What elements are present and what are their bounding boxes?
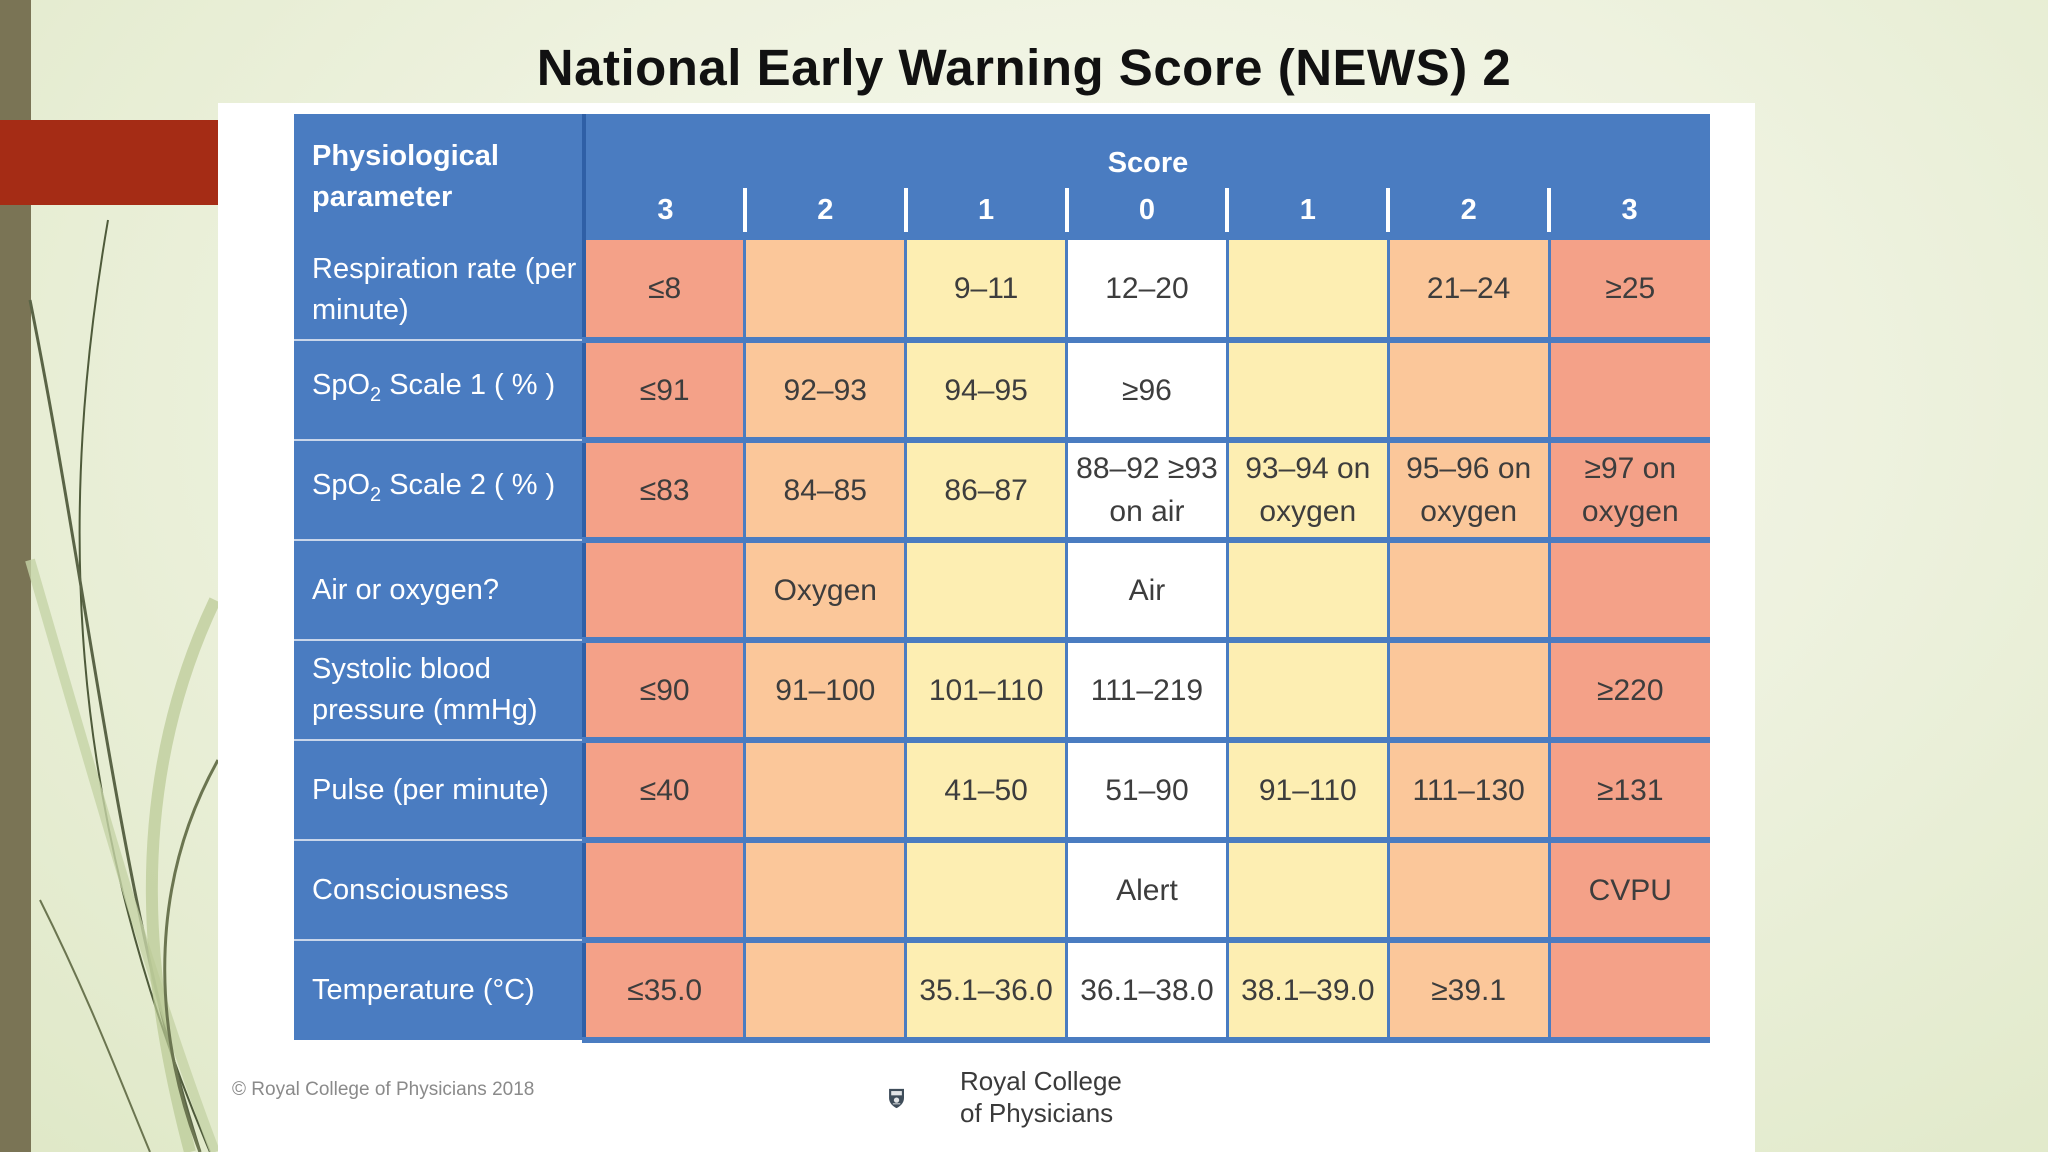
logo-line1: Royal College bbox=[960, 1066, 1122, 1096]
table-cell: 94–95 bbox=[904, 340, 1067, 443]
param-header: Physiological parameter bbox=[294, 114, 586, 240]
table-row: Systolic blood pressure (mmHg) ≤90 91–10… bbox=[294, 640, 1710, 743]
table-cell bbox=[743, 940, 906, 1043]
table-row: Consciousness Alert CVPU bbox=[294, 840, 1710, 943]
score-col-header: 3 bbox=[1547, 180, 1710, 240]
table-cell: ≤90 bbox=[582, 640, 745, 743]
param-air-oxygen: Air or oxygen? bbox=[294, 540, 586, 641]
table-cell: 91–100 bbox=[743, 640, 906, 743]
table-cell: 12–20 bbox=[1065, 240, 1228, 343]
param-spo2-scale1: SpO2 Scale 1 ( % ) bbox=[294, 340, 586, 441]
table-cell: 92–93 bbox=[743, 340, 906, 443]
table-cell: Air bbox=[1065, 540, 1228, 643]
table-cell bbox=[1547, 340, 1710, 443]
table-row: SpO2 Scale 2 ( % ) ≤83 84–85 86–87 88–92… bbox=[294, 440, 1710, 543]
table-cell: ≥25 bbox=[1547, 240, 1710, 343]
param-text: Scale 1 ( % ) bbox=[381, 368, 556, 401]
decorative-swooshes bbox=[25, 219, 221, 1152]
news-chart-panel: Physiological parameter Score 3 2 1 0 1 … bbox=[218, 103, 1755, 1152]
param-text: SpO bbox=[312, 368, 371, 401]
red-accent-block bbox=[0, 120, 218, 205]
table-cell bbox=[1386, 540, 1550, 643]
table-cell bbox=[1225, 540, 1389, 643]
param-pulse: Pulse (per minute) bbox=[294, 740, 586, 841]
table-cell: 101–110 bbox=[904, 640, 1067, 743]
table-cell: 41–50 bbox=[904, 740, 1067, 843]
table-cell: ≤40 bbox=[582, 740, 745, 843]
table-cell bbox=[582, 540, 745, 643]
table-cell: 95–96 on oxygen bbox=[1386, 440, 1550, 543]
table-cell bbox=[743, 840, 906, 943]
table-cell: 9–11 bbox=[904, 240, 1067, 343]
param-respiration: Respiration rate (per minute) bbox=[294, 240, 586, 341]
table-cell bbox=[1386, 840, 1550, 943]
table-cell: CVPU bbox=[1547, 840, 1710, 943]
table-cell bbox=[904, 540, 1067, 643]
table-cell: 91–110 bbox=[1225, 740, 1389, 843]
table-cell: 88–92 ≥93 on air bbox=[1065, 440, 1228, 543]
table-cell: Oxygen bbox=[743, 540, 906, 643]
table-cell: 111–130 bbox=[1386, 740, 1550, 843]
table-cell: 93–94 on oxygen bbox=[1225, 440, 1389, 543]
table-cell: Alert bbox=[1065, 840, 1228, 943]
table-cell: ≤8 bbox=[582, 240, 745, 343]
table-cell: 51–90 bbox=[1065, 740, 1228, 843]
table-cell: ≥131 bbox=[1547, 740, 1710, 843]
table-cell bbox=[1547, 940, 1710, 1043]
table-cell bbox=[1547, 540, 1710, 643]
table-cell bbox=[1225, 240, 1389, 343]
table-cell: ≤91 bbox=[582, 340, 745, 443]
score-col-header: 2 bbox=[742, 180, 906, 240]
table-row: Temperature (°C) ≤35.0 35.1–36.0 36.1–38… bbox=[294, 940, 1710, 1043]
table-cell: 111–219 bbox=[1065, 640, 1228, 743]
param-systolic-bp: Systolic blood pressure (mmHg) bbox=[294, 640, 586, 741]
table-cell: ≤35.0 bbox=[582, 940, 745, 1043]
score-col-header: 3 bbox=[584, 180, 745, 240]
table-cell: ≥97 on oxygen bbox=[1547, 440, 1710, 543]
table-cell: 86–87 bbox=[904, 440, 1067, 543]
table-cell: 38.1–39.0 bbox=[1225, 940, 1389, 1043]
score-header: Score bbox=[584, 114, 1710, 180]
table-cell bbox=[1225, 640, 1389, 743]
param-consciousness: Consciousness bbox=[294, 840, 586, 941]
header-row-values: 3 2 1 0 1 2 3 bbox=[294, 180, 1710, 240]
table-row: Respiration rate (per minute) ≤8 9–11 12… bbox=[294, 240, 1710, 343]
news2-table: Physiological parameter Score 3 2 1 0 1 … bbox=[294, 114, 1710, 1043]
table-cell bbox=[1386, 640, 1550, 743]
table-row: Pulse (per minute) ≤40 41–50 51–90 91–11… bbox=[294, 740, 1710, 843]
table-row: SpO2 Scale 1 ( % ) ≤91 92–93 94–95 ≥96 bbox=[294, 340, 1710, 443]
table-cell: ≤83 bbox=[582, 440, 745, 543]
table-cell: 84–85 bbox=[743, 440, 906, 543]
table-cell: 35.1–36.0 bbox=[904, 940, 1067, 1043]
header-row-score: Physiological parameter Score bbox=[294, 114, 1710, 240]
param-spo2-scale2: SpO2 Scale 2 ( % ) bbox=[294, 440, 586, 541]
param-text: Scale 2 ( % ) bbox=[381, 468, 556, 501]
table-cell bbox=[1386, 340, 1550, 443]
table-cell: ≥220 bbox=[1547, 640, 1710, 743]
score-col-header: 0 bbox=[1064, 180, 1228, 240]
table-cell bbox=[743, 740, 906, 843]
table-cell bbox=[743, 240, 906, 343]
table-cell bbox=[1225, 840, 1389, 943]
table-cell bbox=[1225, 340, 1389, 443]
table-cell bbox=[904, 840, 1067, 943]
param-subscript: 2 bbox=[370, 383, 382, 406]
param-subscript: 2 bbox=[370, 483, 382, 506]
param-text: SpO bbox=[312, 468, 371, 501]
table-cell: ≥39.1 bbox=[1386, 940, 1550, 1043]
param-temperature: Temperature (°C) bbox=[294, 940, 586, 1040]
score-col-header: 1 bbox=[903, 180, 1067, 240]
score-col-header: 2 bbox=[1386, 180, 1550, 240]
table-cell: 36.1–38.0 bbox=[1065, 940, 1228, 1043]
table-cell bbox=[582, 840, 745, 943]
table-row: Air or oxygen? Oxygen Air bbox=[294, 540, 1710, 643]
table-cell: 21–24 bbox=[1386, 240, 1550, 343]
crest-icon bbox=[889, 1088, 904, 1109]
score-col-header: 1 bbox=[1225, 180, 1389, 240]
logo-line2: of Physicians bbox=[960, 1098, 1114, 1128]
copyright-text: © Royal College of Physicians 2018 bbox=[232, 1079, 535, 1100]
page-title: National Early Warning Score (NEWS) 2 bbox=[536, 39, 1512, 96]
table-cell: ≥96 bbox=[1065, 340, 1228, 443]
rcp-logo-text: Royal College of Physicians bbox=[960, 1065, 1122, 1129]
